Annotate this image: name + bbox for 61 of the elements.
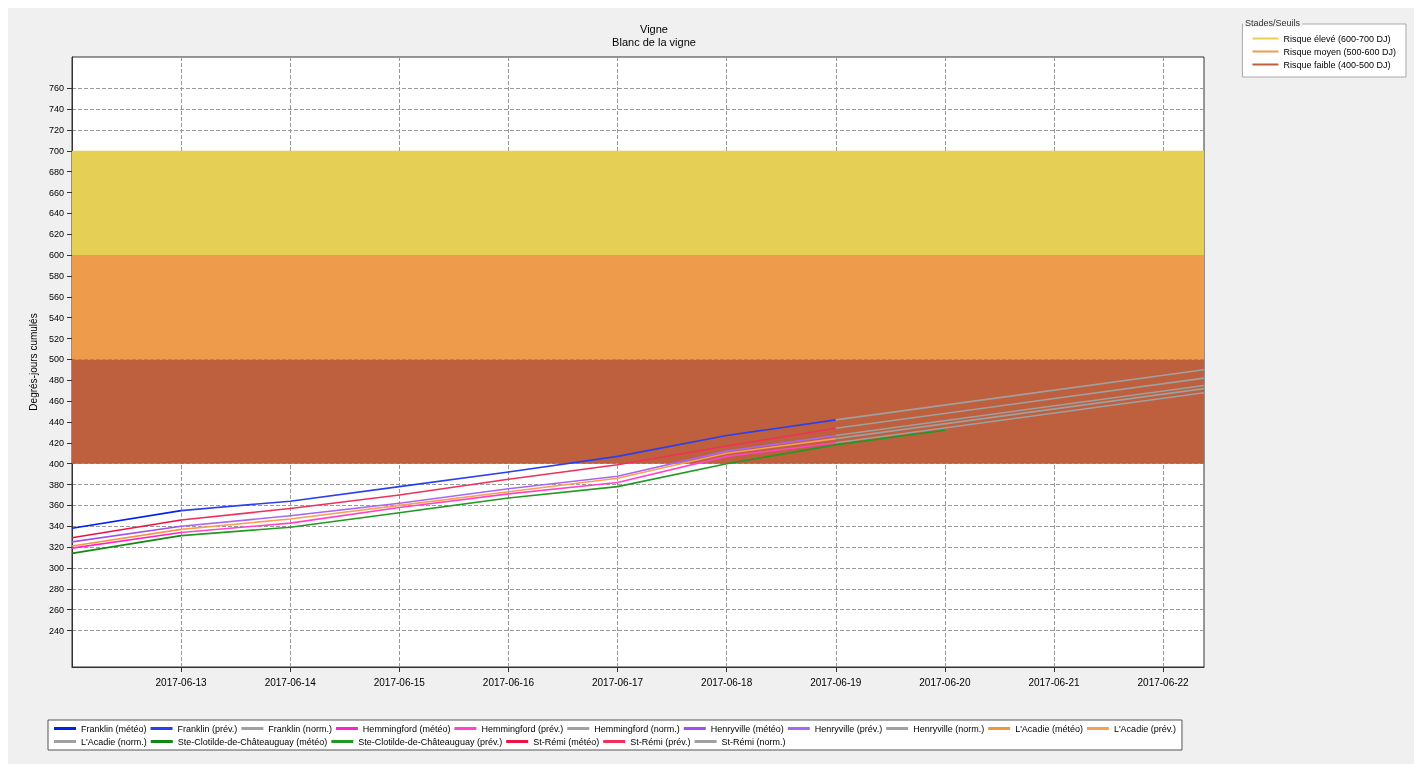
legend-label: Risque faible (400-500 DJ) bbox=[1283, 59, 1391, 70]
x-tick-label: 2017-06-18 bbox=[701, 676, 753, 688]
y-tick-label: 680 bbox=[48, 166, 64, 177]
x-tick-label: 2017-06-16 bbox=[482, 676, 535, 688]
y-tick-label: 540 bbox=[48, 312, 64, 323]
legend-label: Ste-Clotilde-de-Châteauguay (météo) bbox=[177, 736, 328, 747]
chart-title: Vigne bbox=[640, 22, 668, 35]
legend-label: Ste-Clotilde-de-Châteauguay (prév.) bbox=[358, 736, 503, 747]
x-tick-label: 2017-06-17 bbox=[591, 676, 644, 688]
y-tick-label: 760 bbox=[48, 83, 64, 94]
chart-subtitle: Blanc de la vigne bbox=[612, 35, 696, 48]
y-tick-label: 340 bbox=[48, 521, 64, 532]
y-tick-label: 420 bbox=[48, 437, 64, 448]
y-tick-label: 460 bbox=[48, 396, 64, 407]
y-tick-label: 520 bbox=[48, 333, 64, 344]
y-tick-label: 720 bbox=[48, 124, 64, 135]
legend-label: Henryville (prév.) bbox=[814, 723, 883, 734]
y-tick-label: 360 bbox=[48, 500, 64, 511]
legend-label: St-Rémi (prév.) bbox=[630, 736, 691, 747]
y-axis-title: Degrés-jours cumulés bbox=[27, 313, 39, 411]
legend-label: Franklin (prév.) bbox=[177, 723, 238, 734]
legend-label: Risque élevé (600-700 DJ) bbox=[1283, 33, 1391, 44]
legend-label: Henryville (météo) bbox=[710, 723, 784, 734]
y-tick-label: 500 bbox=[48, 354, 64, 365]
y-tick-label: 440 bbox=[48, 416, 64, 427]
y-tick-label: 480 bbox=[48, 375, 64, 386]
y-tick-label: 620 bbox=[48, 229, 64, 240]
legend-label: St-Rémi (météo) bbox=[533, 736, 600, 747]
y-tick-label: 400 bbox=[48, 458, 64, 469]
x-tick-label: 2017-06-13 bbox=[155, 676, 208, 688]
y-tick-label: 560 bbox=[48, 291, 64, 302]
legend-label: Franklin (norm.) bbox=[268, 723, 332, 734]
y-tick-label: 740 bbox=[48, 104, 64, 115]
y-tick-label: 580 bbox=[48, 270, 64, 281]
legend-label: L'Acadie (prév.) bbox=[1113, 723, 1176, 734]
legend-label: L'Acadie (météo) bbox=[1015, 723, 1083, 734]
legend-label: Risque moyen (500-600 DJ) bbox=[1283, 46, 1397, 57]
y-tick-label: 260 bbox=[48, 604, 64, 615]
legend-label: Hemmingford (prév.) bbox=[481, 723, 564, 734]
y-tick-label: 380 bbox=[48, 479, 64, 490]
legend-label: St-Rémi (norm.) bbox=[721, 736, 786, 747]
y-tick-label: 660 bbox=[48, 187, 64, 198]
y-tick-label: 320 bbox=[48, 542, 64, 553]
x-tick-label: 2017-06-22 bbox=[1137, 676, 1190, 688]
x-tick-label: 2017-06-14 bbox=[264, 676, 317, 688]
y-tick-label: 600 bbox=[48, 250, 64, 261]
legend-label: Franklin (météo) bbox=[81, 723, 147, 734]
y-tick-label: 700 bbox=[48, 145, 64, 156]
legend-label: Hemmingford (norm.) bbox=[594, 723, 680, 734]
legend-label: L'Acadie (norm.) bbox=[81, 736, 147, 747]
x-tick-label: 2017-06-15 bbox=[373, 676, 426, 688]
legend-label: Hemmingford (météo) bbox=[362, 723, 451, 734]
legend-title: Stades/Seuils bbox=[1244, 17, 1301, 28]
y-tick-label: 640 bbox=[48, 208, 64, 219]
x-tick-label: 2017-06-19 bbox=[810, 676, 862, 688]
y-tick-label: 300 bbox=[48, 562, 64, 573]
y-tick-label: 240 bbox=[48, 625, 64, 636]
legend-label: Henryville (norm.) bbox=[913, 723, 985, 734]
x-tick-label: 2017-06-20 bbox=[919, 676, 971, 688]
x-tick-label: 2017-06-21 bbox=[1028, 676, 1080, 688]
y-tick-label: 280 bbox=[48, 583, 64, 594]
